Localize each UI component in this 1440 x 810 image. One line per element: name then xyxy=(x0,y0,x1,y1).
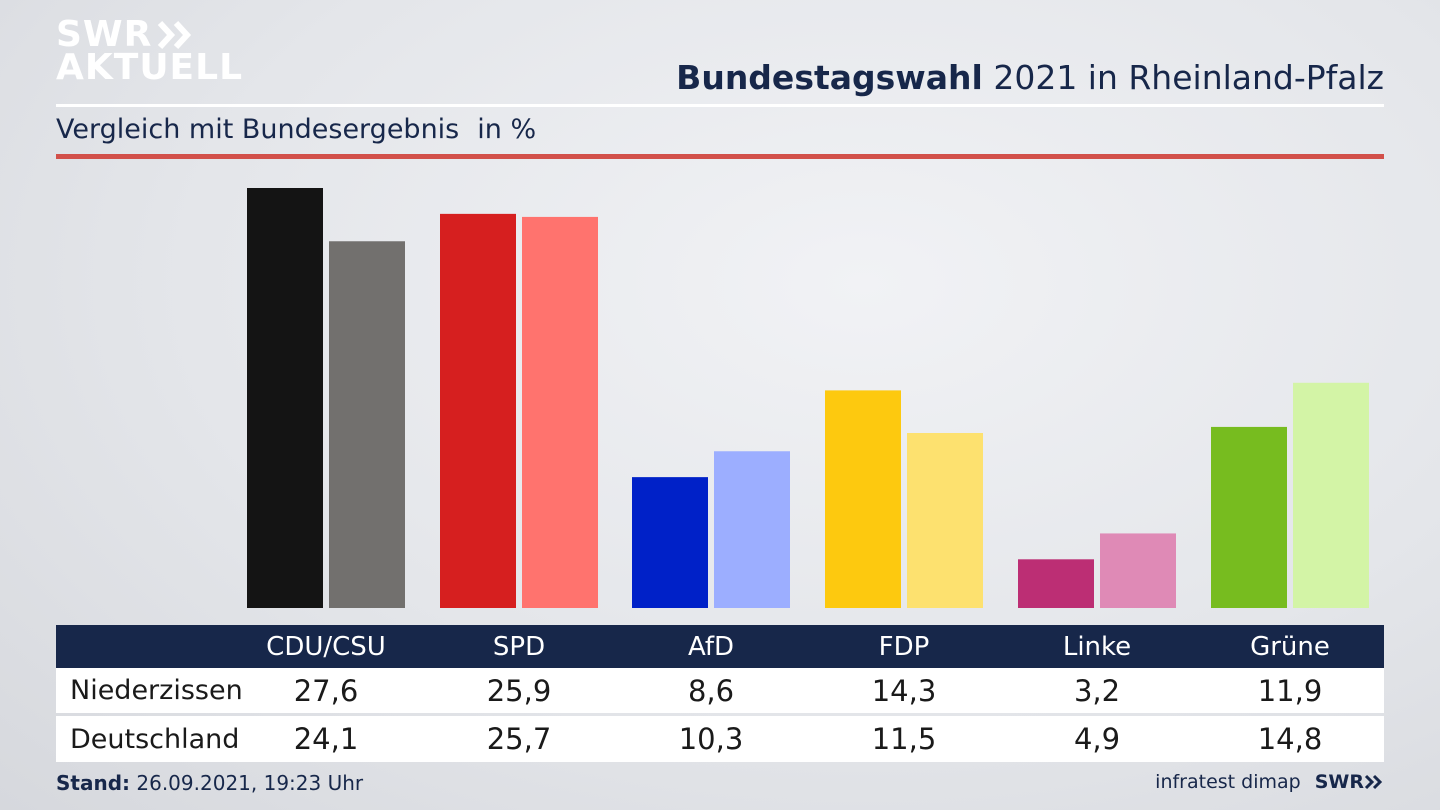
value-deutschland-fdp: 11,5 xyxy=(871,722,937,756)
bar-gr-ne-niederzissen xyxy=(1211,426,1287,608)
row-label: Deutschland xyxy=(70,723,240,755)
stand-value: 26.09.2021, 19:23 Uhr xyxy=(136,771,364,795)
logo-aktuell-text: AKTUELL xyxy=(56,47,244,88)
bar-cdu-csu-deutschland xyxy=(329,241,405,608)
bar-chart xyxy=(247,188,1369,609)
swr-chevrons-icon xyxy=(1364,774,1383,790)
bar-linke-niederzissen xyxy=(1018,559,1094,608)
timestamp: Stand: 26.09.2021, 19:23 Uhr xyxy=(56,771,363,795)
value-niederzissen-fdp: 14,3 xyxy=(871,673,937,708)
bar-cdu-csu-niederzissen xyxy=(247,188,323,608)
swr-brand-text: SWR xyxy=(1314,771,1364,793)
bar-spd-niederzissen xyxy=(440,213,516,608)
stand-label: Stand: xyxy=(56,771,131,795)
category-label-linke: Linke xyxy=(1062,631,1132,662)
bar-afd-deutschland xyxy=(714,451,790,608)
value-deutschland-cdu-csu: 24,1 xyxy=(293,722,359,756)
bar-fdp-niederzissen xyxy=(825,390,901,608)
subtitle-text: Vergleich mit Bundesergebnis xyxy=(56,114,460,145)
results-table: CDU/CSU SPD AfD FDP Linke Grüne Niederzissen … xyxy=(56,625,1384,762)
category-label-afd: AfD xyxy=(687,631,735,662)
value-niederzissen-spd: 25,9 xyxy=(486,673,552,708)
swr-aktuell-logo: SWR AKTUELL xyxy=(56,16,243,86)
value-niederzissen-afd: 8,6 xyxy=(687,673,735,708)
category-label-spd: SPD xyxy=(492,631,546,662)
category-label-gr-ne: Grüne xyxy=(1250,631,1330,662)
value-deutschland-spd: 25,7 xyxy=(486,722,552,756)
logo-chevrons-icon xyxy=(158,20,192,50)
header-divider xyxy=(56,104,1384,107)
page-title: Bundestagswahl 2021 in Rheinland-Pfalz xyxy=(676,58,1384,97)
row-label: Niederzissen xyxy=(70,675,243,706)
table-row-niederzissen: Niederzissen 27,6 25,9 8,6 14,3 3,2 11,9 xyxy=(56,668,1384,713)
table-header: CDU/CSU SPD AfD FDP Linke Grüne xyxy=(56,625,1384,668)
category-label-cdu-csu: CDU/CSU xyxy=(266,631,386,662)
logo-swr-text: SWR xyxy=(56,14,153,55)
value-deutschland-gr-ne: 14,8 xyxy=(1257,722,1323,756)
bar-gr-ne-deutschland xyxy=(1293,382,1369,608)
source-label: infratest dimap xyxy=(1155,771,1301,793)
title-rest: 2021 in Rheinland-Pfalz xyxy=(993,58,1384,97)
value-niederzissen-gr-ne: 11,9 xyxy=(1257,673,1323,708)
bar-afd-niederzissen xyxy=(632,477,708,608)
title-bold: Bundestagswahl xyxy=(676,58,983,97)
bar-fdp-deutschland xyxy=(907,433,983,608)
source-credit: infratest dimap SWR xyxy=(1155,771,1384,793)
value-niederzissen-linke: 3,2 xyxy=(1073,673,1121,708)
accent-rule xyxy=(56,154,1384,159)
unit-label: in % xyxy=(477,114,537,145)
bar-linke-deutschland xyxy=(1100,533,1176,608)
bar-spd-deutschland xyxy=(522,216,598,609)
value-deutschland-afd: 10,3 xyxy=(678,722,744,756)
category-label-fdp: FDP xyxy=(878,631,930,662)
subtitle: Vergleich mit Bundesergebnis in % xyxy=(56,114,536,145)
value-niederzissen-cdu-csu: 27,6 xyxy=(293,673,359,708)
swr-brand: SWR xyxy=(1315,771,1384,793)
value-deutschland-linke: 4,9 xyxy=(1073,722,1121,756)
table-row-deutschland: Deutschland 24,1 25,7 10,3 11,5 4,9 14,8 xyxy=(56,716,1384,762)
